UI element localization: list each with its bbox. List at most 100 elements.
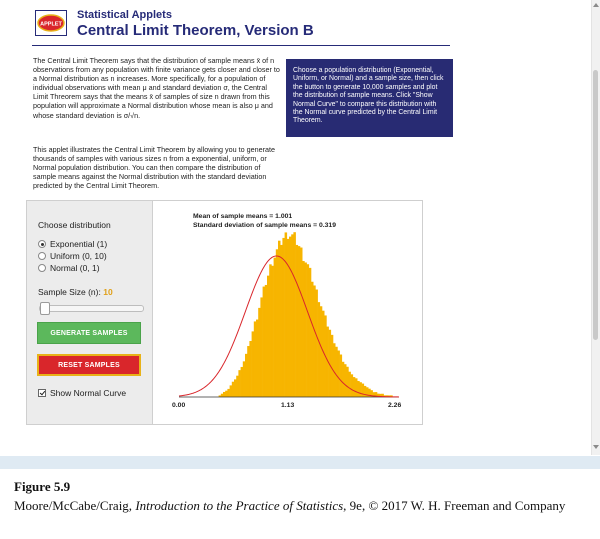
histogram-bar <box>245 353 248 397</box>
histogram-bar <box>311 281 314 397</box>
histogram-bar <box>282 237 285 397</box>
scrollbar-thumb[interactable] <box>593 70 598 340</box>
radio-label: Exponential (1) <box>50 239 108 249</box>
histogram-bar <box>368 388 371 397</box>
histogram-bar <box>289 236 292 397</box>
radio-uniform[interactable]: Uniform (0, 10) <box>38 251 107 261</box>
page-title: Central Limit Theorem, Version B <box>77 22 314 39</box>
histogram-bar <box>333 343 336 397</box>
histogram-bar <box>379 393 382 397</box>
sample-size-value: 10 <box>103 287 113 297</box>
histogram-bar <box>229 385 233 397</box>
title-divider <box>32 45 450 46</box>
scroll-down-arrow-icon[interactable] <box>593 445 599 449</box>
histogram-bar <box>319 306 323 397</box>
show-normal-curve-label: Show Normal Curve <box>50 388 127 398</box>
histogram-bar <box>249 340 252 397</box>
radio-button-icon[interactable] <box>38 240 46 248</box>
histogram-bar <box>302 261 305 397</box>
histogram-bar <box>280 244 283 397</box>
histogram-bar <box>308 267 312 397</box>
histogram-bar <box>388 395 391 397</box>
histogram-bar <box>247 346 250 397</box>
figure-label: Figure 5.9 <box>14 479 71 494</box>
histogram-bars <box>218 232 393 397</box>
radio-normal[interactable]: Normal (0, 1) <box>38 263 100 273</box>
radio-exponential[interactable]: Exponential (1) <box>38 239 107 249</box>
histogram-bar <box>335 346 338 397</box>
histogram-bar <box>240 366 244 397</box>
histogram-bar <box>350 374 354 397</box>
histogram-bar <box>256 319 259 397</box>
histogram-bar <box>306 264 310 397</box>
scroll-up-arrow-icon[interactable] <box>593 3 599 7</box>
histogram-bar <box>231 381 235 397</box>
histogram-bar <box>383 395 387 397</box>
histogram-bar <box>359 382 362 397</box>
histogram-bar <box>352 377 356 397</box>
histogram-bar <box>286 238 290 397</box>
histogram-bar <box>284 232 288 397</box>
histogram-bar <box>269 264 272 397</box>
intro-paragraph-clt: The Central Limit Theorem says that the … <box>33 56 280 120</box>
histogram-bar <box>234 379 237 397</box>
histogram-bar <box>322 310 325 397</box>
histogram-bar <box>304 262 307 397</box>
histogram-bar <box>337 350 340 397</box>
histogram-bar <box>295 244 299 397</box>
histogram-bar <box>218 395 222 397</box>
caption-divider <box>0 456 600 469</box>
histogram-bar <box>317 302 321 397</box>
histogram-bar <box>339 354 343 397</box>
histogram-bar <box>346 366 349 397</box>
histogram-bar <box>258 307 261 397</box>
histogram-bar <box>260 297 263 397</box>
histogram-bar <box>377 393 380 397</box>
histogram-bar <box>374 392 378 397</box>
histogram-bar <box>293 232 296 397</box>
histogram-bar <box>357 380 360 397</box>
radio-button-icon[interactable] <box>38 264 46 272</box>
histogram-bar <box>344 364 347 397</box>
histogram-bar <box>366 387 369 397</box>
reset-samples-button[interactable]: RESET SAMPLES <box>37 354 141 376</box>
histogram-bar <box>267 275 270 397</box>
histogram-bar <box>251 331 255 397</box>
applet-logo-icon: APPLET <box>35 10 67 36</box>
histogram-bar <box>348 371 351 397</box>
histogram-bar <box>273 257 277 397</box>
sample-size-slider-handle[interactable] <box>40 302 50 315</box>
x-tick-label-min: 0.00 <box>172 402 186 409</box>
histogram-bar <box>278 240 281 397</box>
histogram-bar <box>370 390 373 397</box>
intro-paragraph-applet: This applet illustrates the Central Limi… <box>33 145 275 191</box>
histogram-bar <box>385 395 389 397</box>
histogram-bar <box>372 392 376 397</box>
sample-size-slider[interactable] <box>39 305 144 312</box>
histogram-bar <box>262 286 266 397</box>
show-normal-curve-toggle[interactable]: Show Normal Curve <box>38 388 126 398</box>
histogram-bar <box>225 390 228 397</box>
checkbox-icon[interactable] <box>38 389 46 397</box>
radio-button-icon[interactable] <box>38 252 46 260</box>
figure-caption: Moore/McCabe/Craig, Introduction to the … <box>14 497 589 514</box>
sd-of-sample-means-label: Standard deviation of sample means = 0.3… <box>193 222 336 229</box>
choose-distribution-label: Choose distribution <box>38 220 111 230</box>
caption-publisher: , 9e, © 2017 W. H. Freeman and Company <box>343 498 566 513</box>
normal-curve-line <box>178 255 400 398</box>
histogram-bar <box>315 289 318 397</box>
x-tick-label-max: 2.26 <box>388 402 402 409</box>
caption-book-title: Introduction to the Practice of Statisti… <box>135 498 344 513</box>
histogram-bar <box>381 393 384 397</box>
caption-authors: Moore/McCabe/Craig, <box>14 498 136 513</box>
histogram-bar <box>220 393 224 397</box>
generate-samples-button[interactable]: GENERATE SAMPLES <box>37 322 141 344</box>
histogram-bar <box>300 247 303 397</box>
histogram-bar <box>361 383 365 397</box>
histogram-bar <box>253 321 257 397</box>
histogram-bar <box>238 370 241 397</box>
radio-label: Uniform (0, 10) <box>50 251 107 261</box>
histogram-bar <box>328 329 332 397</box>
histogram-bar <box>291 234 294 397</box>
